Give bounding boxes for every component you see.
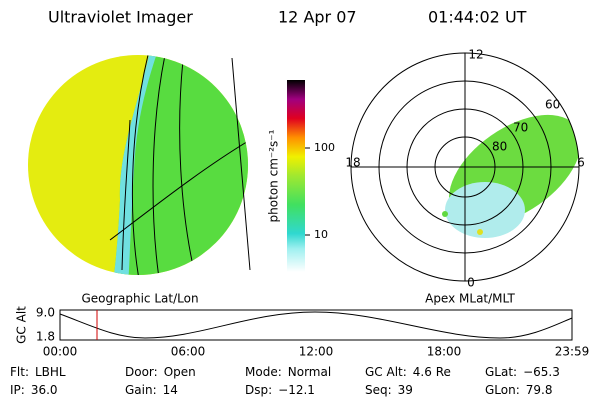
colorbar	[287, 80, 305, 272]
panel-label: Geographic Lat/Lon	[81, 292, 198, 306]
x-tick-label: 06:00	[171, 345, 206, 359]
info-field: Gain: 14	[125, 383, 178, 397]
auroral-region	[112, 55, 248, 275]
x-ticks: 00:00 06:00 12:00 18:00 23:59	[43, 345, 590, 359]
geographic-image	[28, 55, 248, 275]
altitude-plot-frame	[59, 309, 573, 341]
info-value: Open	[164, 365, 196, 379]
info-field: Dsp: −12.1	[245, 383, 315, 397]
grid	[109, 55, 248, 275]
info-value: 14	[163, 383, 178, 397]
info-value: 36.0	[31, 383, 58, 397]
info-panel: Flt: LBHL Door: Open Mode: Normal GC Alt: 4.6 R…	[10, 365, 560, 397]
mlt-label: 18	[345, 156, 360, 170]
info-value: −65.3	[523, 365, 560, 379]
info-value: −12.1	[278, 383, 315, 397]
info-field: Seq: 39	[365, 383, 413, 397]
y-axis-label: GC Alt	[15, 306, 29, 344]
info-label: GC Alt:	[365, 365, 407, 379]
date: 12 Apr 07	[278, 8, 357, 27]
info-value: Normal	[288, 365, 331, 379]
info-value: 39	[398, 383, 413, 397]
mlt-label: 12	[468, 48, 483, 62]
info-label: Mode:	[245, 365, 282, 379]
info-field: Flt: LBHL	[10, 365, 66, 379]
info-label: Flt:	[10, 365, 29, 379]
y-tick-label: 1.8	[36, 330, 55, 344]
x-tick-label: 12:00	[299, 345, 334, 359]
blob	[442, 211, 448, 217]
info-label: Gain:	[125, 383, 157, 397]
info-value: 79.8	[526, 383, 553, 397]
colorbar-tick-label: 10	[314, 228, 328, 241]
blob	[477, 229, 483, 235]
altitude-curve	[59, 311, 573, 339]
x-tick-label: 23:59	[555, 345, 590, 359]
mlat-label: 70	[513, 121, 528, 135]
info-field: GLat: −65.3	[485, 365, 560, 379]
mlat-label: 80	[492, 140, 507, 154]
info-field: Mode: Normal	[245, 365, 331, 379]
time: 01:44:02 UT	[428, 8, 527, 27]
panel-label: Apex MLat/MLT	[425, 292, 515, 306]
x-tick-label: 18:00	[427, 345, 462, 359]
info-label: Seq:	[365, 383, 392, 397]
info-value: 4.6 Re	[413, 365, 451, 379]
mlt-label: 0	[467, 276, 475, 290]
meridian	[231, 57, 251, 271]
info-label: GLon:	[485, 383, 520, 397]
info-label: Door:	[125, 365, 158, 379]
colorbar-tick-label: 100	[314, 141, 335, 154]
info-field: GC Alt: 4.6 Re	[365, 365, 451, 379]
colorbar-label: photon cm⁻²s⁻¹	[267, 129, 281, 222]
instrument-title: Ultraviolet Imager	[48, 8, 193, 27]
info-value: LBHL	[35, 365, 66, 379]
info-field: IP: 36.0	[10, 383, 58, 397]
info-label: IP:	[10, 383, 25, 397]
y-tick-label: 9.0	[36, 306, 55, 320]
polar-grid	[350, 52, 580, 282]
info-field: Door: Open	[125, 365, 196, 379]
info-label: Dsp:	[245, 383, 272, 397]
dim-region	[445, 182, 525, 238]
info-label: GLat:	[485, 365, 517, 379]
mlt-label: 6	[577, 156, 585, 170]
info-field: GLon: 79.8	[485, 383, 552, 397]
mlat-label: 60	[545, 98, 560, 112]
x-tick-label: 00:00	[43, 345, 78, 359]
